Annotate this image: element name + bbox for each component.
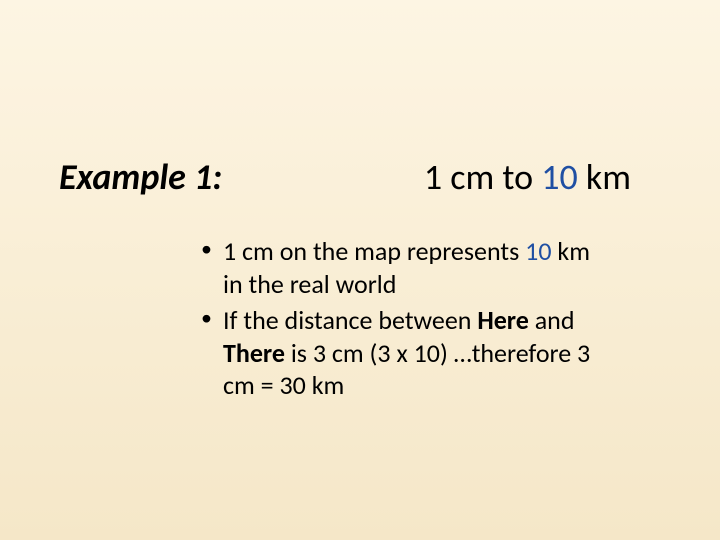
title-left: Example 1:	[59, 155, 222, 199]
title-right-pre: 1 cm to	[424, 155, 541, 199]
bullet-text: 1 cm on the map represents	[223, 235, 525, 267]
title-right-post: km	[578, 155, 631, 199]
slide: Example 1: 1 cm to 10 km 1 cm on the map…	[0, 0, 720, 540]
title-right: 1 cm to 10 km	[424, 155, 631, 199]
bullet-text: If the distance between	[223, 304, 477, 336]
bullet-list: 1 cm on the map represents 10 km in the …	[195, 235, 595, 406]
title-row: Example 1: 1 cm to 10 km	[59, 155, 661, 199]
bullet-item: If the distance between Here and There i…	[195, 304, 595, 402]
bullet-text: and	[529, 304, 575, 336]
bullet-item: 1 cm on the map represents 10 km in the …	[195, 235, 595, 300]
bullet-highlight: 10	[525, 235, 551, 267]
bullet-bold: There	[223, 337, 285, 369]
title-right-highlight: 10	[541, 155, 578, 199]
bullet-bold: Here	[477, 304, 529, 336]
